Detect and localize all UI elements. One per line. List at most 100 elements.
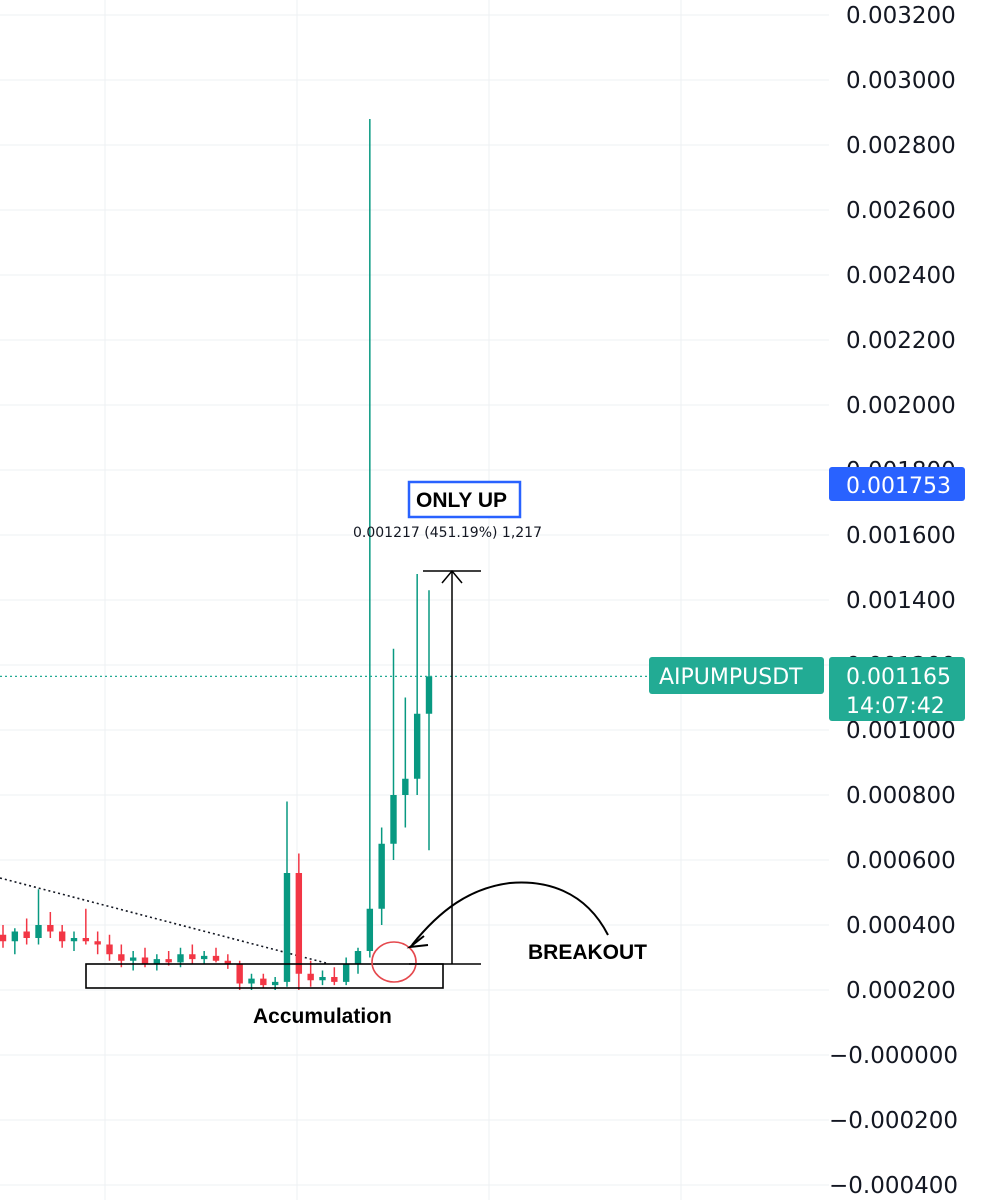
y-tick-label: 0.002800 (846, 133, 956, 159)
candle-body (378, 843, 385, 909)
candle-body (295, 873, 303, 974)
candle[interactable] (366, 119, 374, 958)
candle-body (366, 908, 374, 951)
candle-body (35, 925, 42, 938)
candle-body (354, 951, 362, 964)
candle[interactable] (342, 957, 350, 986)
y-tick-label: 0.000600 (846, 848, 956, 874)
trendline-layer (0, 877, 327, 964)
candle-body (82, 938, 90, 942)
candle-body (0, 934, 7, 942)
candle[interactable] (106, 934, 113, 961)
candle-body (200, 955, 208, 960)
candles-layer (0, 119, 433, 991)
candle-body (271, 981, 279, 986)
candle[interactable] (307, 960, 314, 987)
candle[interactable] (390, 648, 397, 860)
candle[interactable] (378, 827, 385, 926)
candle-body (129, 957, 137, 961)
candle[interactable] (212, 947, 220, 963)
symbol-tag-background (649, 657, 824, 694)
candle[interactable] (189, 944, 196, 965)
candle[interactable] (0, 925, 7, 948)
last-price-tag-background (829, 657, 965, 721)
candle-body (402, 778, 409, 795)
bar-countdown: 14:07:42 (846, 694, 945, 719)
candle-body (177, 954, 184, 963)
y-tick-label: −0.000200 (829, 1108, 958, 1134)
candle[interactable] (58, 925, 66, 948)
candle[interactable] (35, 889, 42, 945)
y-tick-label: 0.001600 (846, 523, 956, 549)
only-up-label: ONLY UP (416, 489, 507, 512)
y-tick-label: 0.001400 (846, 588, 956, 614)
candle-body (23, 931, 30, 938)
symbol-tag[interactable]: AIPUMPUSDT (649, 657, 824, 694)
candle[interactable] (47, 912, 54, 938)
candle-body (70, 938, 78, 942)
candle-body (118, 954, 125, 961)
candle[interactable] (331, 967, 338, 986)
candle-body (307, 973, 314, 981)
candle[interactable] (236, 960, 243, 990)
y-tick-label: 0.003200 (846, 3, 956, 29)
candle-body (141, 957, 149, 964)
candle-body (248, 978, 255, 984)
symbol-label: AIPUMPUSDT (659, 665, 803, 690)
accumulation-label: Accumulation (253, 1005, 392, 1028)
candle-body (58, 931, 66, 942)
candle-body (342, 964, 350, 982)
candle-body (425, 676, 433, 714)
candle[interactable] (425, 590, 433, 851)
candle-body (189, 954, 196, 960)
candle-body (283, 873, 291, 982)
candle-body (413, 713, 421, 779)
candle[interactable] (200, 951, 208, 964)
last-price-tag[interactable]: 0.001165 14:07:42 (829, 657, 965, 721)
breakout-arrow-head (406, 935, 429, 949)
candle[interactable] (319, 970, 326, 986)
candle[interactable] (129, 951, 137, 971)
price-range-measure[interactable] (409, 569, 481, 965)
price-axis[interactable]: 0.003200 0.003000 0.002800 0.002600 0.002400… (829, 3, 958, 1199)
candle[interactable] (260, 973, 267, 989)
crosshair-price-label: 0.001753 (846, 474, 951, 499)
candle[interactable] (283, 801, 291, 987)
y-tick-label: −0.000400 (829, 1173, 958, 1199)
chart-grid (0, 0, 829, 1200)
candle[interactable] (70, 931, 78, 952)
candle-body (224, 960, 232, 964)
y-tick-label: 0.002400 (846, 263, 956, 289)
candle[interactable] (402, 697, 409, 828)
crosshair-tag-background (829, 467, 965, 501)
candle-body (260, 978, 267, 986)
candle[interactable] (224, 954, 232, 969)
candle-body (11, 931, 19, 942)
only-up-box[interactable] (407, 480, 522, 519)
candle-body (47, 925, 54, 932)
crosshair-price-tag[interactable]: 0.001753 (829, 467, 965, 501)
candle[interactable] (295, 853, 303, 991)
candle[interactable] (11, 928, 19, 955)
candle-body (94, 941, 101, 945)
breakout-circle[interactable] (371, 941, 417, 983)
y-tick-label: 0.000800 (846, 783, 956, 809)
candle[interactable] (82, 908, 90, 945)
y-tick-label: 0.000400 (846, 913, 956, 939)
y-tick-label: 0.002600 (846, 198, 956, 224)
candle[interactable] (354, 947, 362, 974)
last-price-label: 0.001165 (846, 665, 951, 690)
candle-body (165, 959, 172, 963)
measure-arrow-head (441, 569, 463, 584)
y-tick-label: 0.001000 (846, 718, 956, 744)
candle[interactable] (153, 954, 161, 971)
descending-trendline[interactable] (0, 877, 327, 964)
candle[interactable] (165, 951, 172, 966)
candle[interactable] (94, 931, 101, 955)
candle[interactable] (413, 574, 421, 795)
candle[interactable] (23, 918, 30, 945)
y-tick-label: 0.000200 (846, 978, 956, 1004)
breakout-arrow[interactable] (411, 881, 609, 946)
accumulation-box[interactable] (85, 963, 444, 989)
